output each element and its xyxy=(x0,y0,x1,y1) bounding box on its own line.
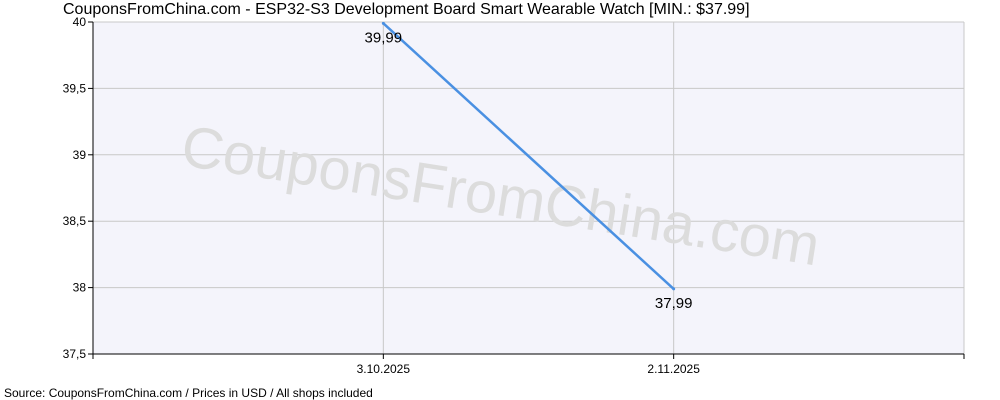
y-tick-label: 38,5 xyxy=(63,214,87,228)
x-tick-label: 3.10.2025 xyxy=(357,362,411,376)
y-tick-label: 39,5 xyxy=(63,81,87,95)
data-point xyxy=(672,287,676,291)
y-tick-label: 40 xyxy=(73,15,87,29)
chart-title: CouponsFromChina.com - ESP32-S3 Developm… xyxy=(63,1,750,18)
series-line xyxy=(382,22,675,290)
y-tick-label: 39 xyxy=(73,148,87,162)
y-tick-label: 38 xyxy=(73,281,87,295)
plot-area xyxy=(93,22,964,354)
data-label: 39,99 xyxy=(365,29,403,46)
data-label: 37,99 xyxy=(655,295,693,312)
chart-footer: Source: CouponsFromChina.com / Prices in… xyxy=(4,386,373,400)
x-tick-label: 2.11.2025 xyxy=(647,362,700,376)
data-point xyxy=(381,21,385,25)
series-price xyxy=(381,21,676,291)
axes: 40 39,5 39 38,5 38 37,5 3.10.2025 2.11.2025 xyxy=(63,15,965,376)
data-labels: 39,99 37,99 xyxy=(365,29,693,312)
y-tick-label: 37,5 xyxy=(63,347,87,361)
